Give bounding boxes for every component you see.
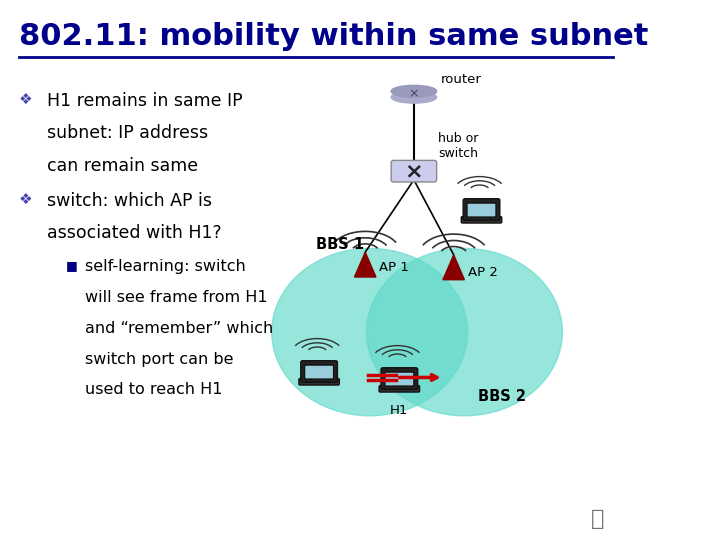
FancyBboxPatch shape (467, 203, 496, 217)
FancyBboxPatch shape (384, 372, 414, 386)
Text: 🔊: 🔊 (590, 509, 604, 530)
Text: ×: × (409, 87, 419, 100)
Ellipse shape (391, 85, 436, 97)
Text: hub or
switch: hub or switch (438, 132, 478, 160)
Text: ×: × (405, 161, 423, 181)
FancyBboxPatch shape (462, 217, 502, 223)
FancyBboxPatch shape (301, 361, 338, 382)
Text: ❖: ❖ (19, 192, 32, 207)
Polygon shape (354, 252, 376, 277)
Text: can remain same: can remain same (48, 157, 199, 174)
Text: BBS 2: BBS 2 (478, 389, 526, 404)
Circle shape (271, 248, 467, 416)
FancyBboxPatch shape (463, 199, 500, 220)
Text: will see frame from H1: will see frame from H1 (85, 290, 268, 305)
Circle shape (366, 248, 562, 416)
FancyBboxPatch shape (299, 379, 339, 385)
Text: subnet: IP address: subnet: IP address (48, 124, 209, 142)
Text: self-learning: switch: self-learning: switch (85, 259, 246, 274)
Text: BBS 1: BBS 1 (316, 237, 364, 252)
FancyBboxPatch shape (381, 368, 418, 389)
Text: H1 remains in same IP: H1 remains in same IP (48, 92, 243, 110)
FancyBboxPatch shape (391, 160, 436, 182)
Text: associated with H1?: associated with H1? (48, 224, 222, 242)
Text: router: router (441, 73, 481, 86)
Text: AP 2: AP 2 (467, 266, 498, 279)
FancyBboxPatch shape (305, 365, 333, 379)
Text: 802.11: mobility within same subnet: 802.11: mobility within same subnet (19, 22, 648, 51)
FancyBboxPatch shape (379, 386, 420, 392)
Text: switch: which AP is: switch: which AP is (48, 192, 212, 210)
Text: used to reach H1: used to reach H1 (85, 382, 222, 397)
Ellipse shape (391, 91, 436, 103)
Text: ❖: ❖ (19, 92, 32, 107)
Text: and “remember” which: and “remember” which (85, 321, 274, 336)
Polygon shape (443, 255, 464, 280)
Text: AP 1: AP 1 (379, 261, 409, 274)
Text: H1: H1 (390, 404, 408, 417)
Text: switch port can be: switch port can be (85, 352, 234, 367)
Text: ■: ■ (66, 259, 78, 272)
